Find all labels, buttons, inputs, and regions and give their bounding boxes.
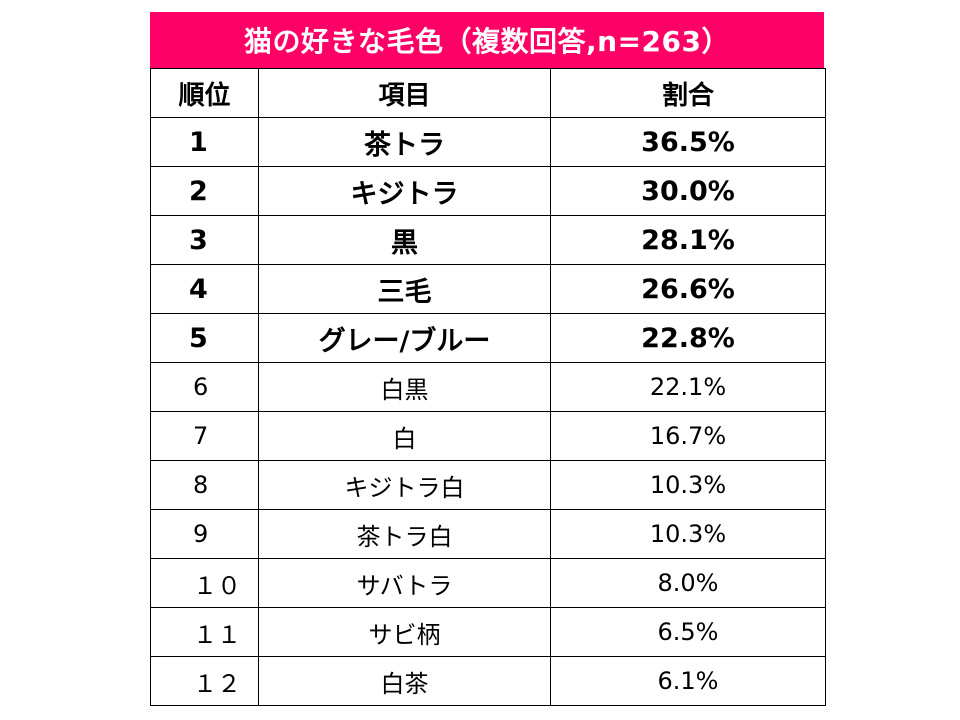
table-row: １１ サビ柄 6.5%	[150, 607, 826, 657]
table-row: 7 白 16.7%	[150, 411, 826, 461]
rank-cell: 1	[150, 117, 259, 167]
item-cell: 黒	[258, 215, 551, 265]
item-cell: サバトラ	[258, 558, 551, 608]
ratio-cell: 36.5%	[550, 117, 826, 167]
ratio-cell: 10.3%	[550, 460, 826, 510]
table-row: 5 グレー/ブルー 22.8%	[150, 313, 826, 363]
rank-cell: 5	[150, 313, 259, 363]
table-row: １２ 白茶 6.1%	[150, 656, 826, 706]
item-cell: キジトラ白	[258, 460, 551, 510]
column-header-rank: 順位	[150, 68, 259, 118]
rank-cell: 8	[150, 460, 259, 510]
rank-cell: １２	[150, 656, 259, 706]
table-row: 1 茶トラ 36.5%	[150, 117, 826, 167]
ratio-cell: 8.0%	[550, 558, 826, 608]
rank-cell: 3	[150, 215, 259, 265]
table-row: 9 茶トラ白 10.3%	[150, 509, 826, 559]
ratio-cell: 22.8%	[550, 313, 826, 363]
item-cell: 白黒	[258, 362, 551, 412]
ratio-cell: 28.1%	[550, 215, 826, 265]
item-cell: キジトラ	[258, 166, 551, 216]
ratio-cell: 22.1%	[550, 362, 826, 412]
table-row: 6 白黒 22.1%	[150, 362, 826, 412]
item-cell: 茶トラ	[258, 117, 551, 167]
item-cell: 三毛	[258, 264, 551, 314]
ratio-cell: 6.5%	[550, 607, 826, 657]
rank-cell: １１	[150, 607, 259, 657]
table-row: 2 キジトラ 30.0%	[150, 166, 826, 216]
item-cell: 白	[258, 411, 551, 461]
table-title: 猫の好きな毛色（複数回答,n=263）	[150, 12, 824, 68]
ratio-cell: 6.1%	[550, 656, 826, 706]
ratio-cell: 16.7%	[550, 411, 826, 461]
column-header-ratio: 割合	[550, 68, 826, 118]
table-row: 3 黒 28.1%	[150, 215, 826, 265]
table-body: 1 茶トラ 36.5% 2 キジトラ 30.0% 3 黒 28.1% 4 三毛 26.6% 5 グレー/ブ…	[150, 117, 826, 706]
ratio-cell: 26.6%	[550, 264, 826, 314]
table-row: １０ サバトラ 8.0%	[150, 558, 826, 608]
rank-cell: 4	[150, 264, 259, 314]
rank-cell: 7	[150, 411, 259, 461]
item-cell: 白茶	[258, 656, 551, 706]
item-cell: サビ柄	[258, 607, 551, 657]
ratio-cell: 10.3%	[550, 509, 826, 559]
item-cell: 茶トラ白	[258, 509, 551, 559]
rank-cell: １０	[150, 558, 259, 608]
column-header-item: 項目	[258, 68, 551, 118]
rank-cell: 6	[150, 362, 259, 412]
table-row: 8 キジトラ白 10.3%	[150, 460, 826, 510]
rank-cell: 9	[150, 509, 259, 559]
item-cell: グレー/ブルー	[258, 313, 551, 363]
rank-cell: 2	[150, 166, 259, 216]
header-row: 順位 項目 割合	[150, 68, 826, 118]
ranking-table: 順位 項目 割合 1 茶トラ 36.5% 2 キジトラ 30.0% 3 黒 28.1% 4 三毛 26…	[150, 68, 826, 706]
ratio-cell: 30.0%	[550, 166, 826, 216]
table-row: 4 三毛 26.6%	[150, 264, 826, 314]
